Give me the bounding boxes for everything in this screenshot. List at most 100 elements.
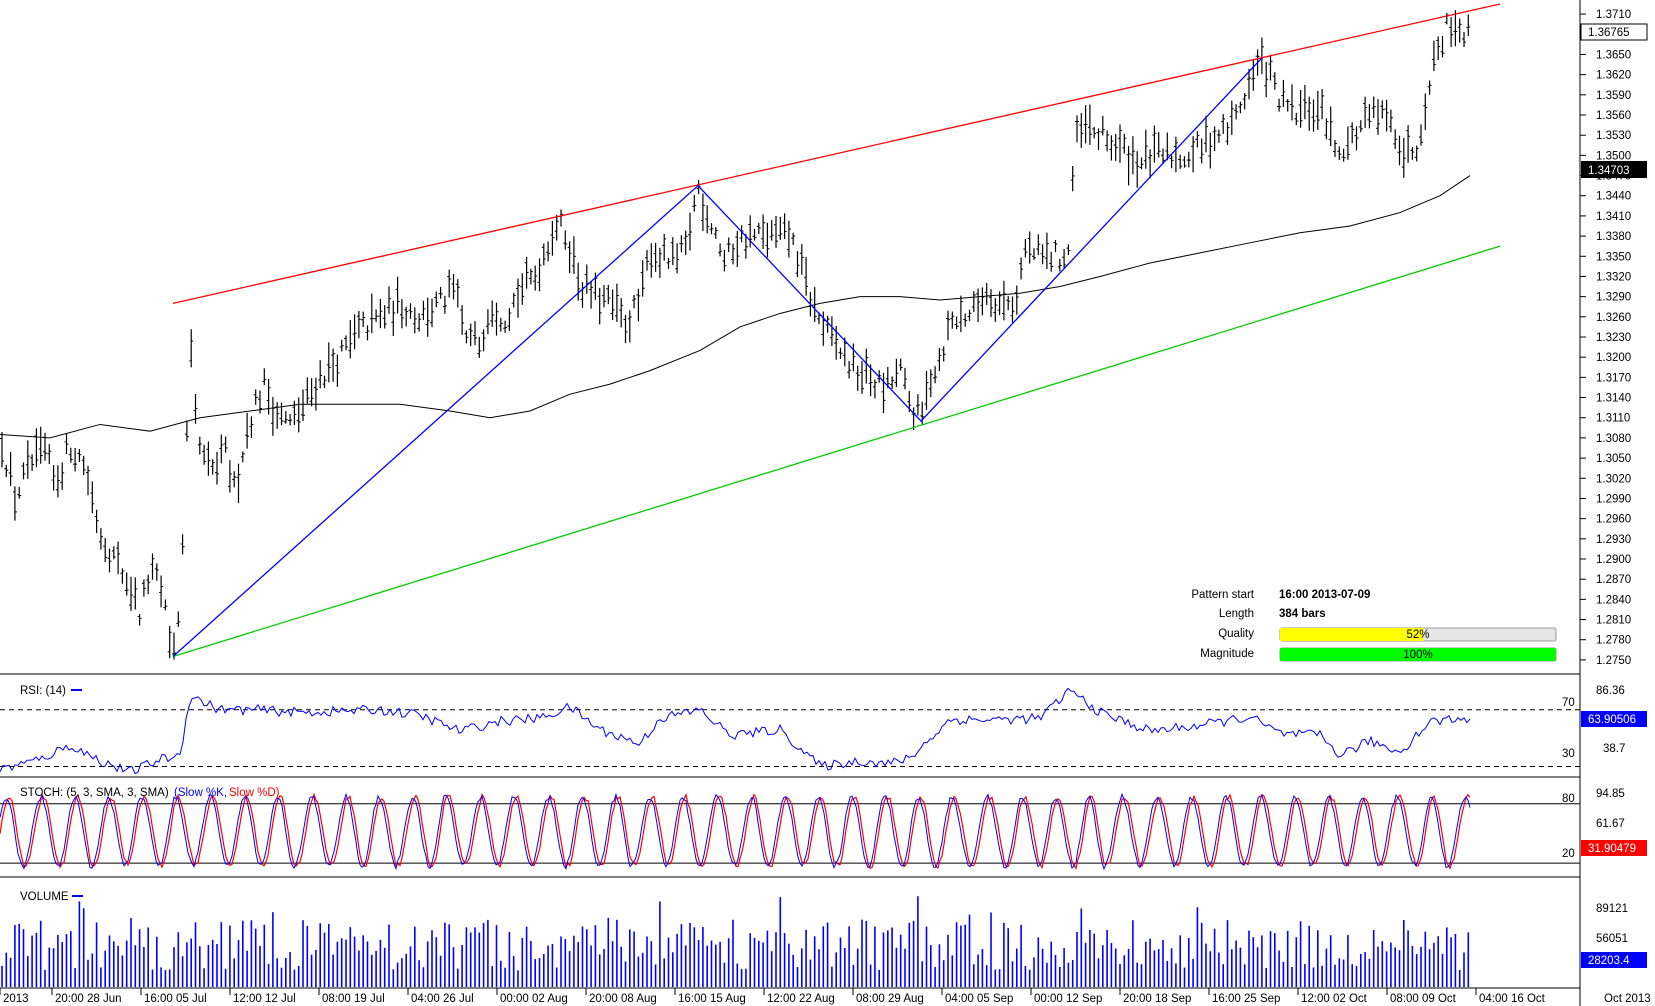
price-tick-label: 1.3710	[1596, 9, 1631, 21]
time-tick-label: 16:00 05 Jul	[144, 993, 207, 1005]
magnitude-bar-fill	[1280, 648, 1556, 661]
price-tick-label: 1.2930	[1596, 534, 1631, 546]
stoch-d-line	[0, 792, 1471, 870]
price-tick-label: 1.3020	[1596, 473, 1631, 485]
quality-label: Quality	[1218, 628, 1254, 640]
price-tick-label: 1.3410	[1596, 211, 1631, 223]
price-tick-label: 1.3380	[1596, 231, 1631, 243]
volume-tick-mid: 56051	[1596, 933, 1628, 945]
volume-plot	[1, 896, 1470, 987]
pattern-start-value: 16:00 2013-07-09	[1279, 589, 1370, 601]
stoch-tick-high: 94.85	[1596, 788, 1625, 800]
price-tick-label: 1.3590	[1596, 90, 1631, 102]
time-tick-label: 20:00 08 Aug	[589, 993, 657, 1005]
price-tick-label: 1.2840	[1596, 594, 1631, 606]
time-tick-label: 16:00 15 Aug	[678, 993, 746, 1005]
price-tick-label: 1.3260	[1596, 312, 1631, 324]
volume-value-text: 28203.4	[1588, 955, 1630, 967]
stoch-d-legend: Slow %D)	[229, 787, 280, 799]
time-tick-label: 00:00 02 Aug	[500, 993, 568, 1005]
price-tick-label: 1.2780	[1596, 635, 1631, 647]
rsi-plot	[0, 687, 1580, 775]
current-price-text: 1.36765	[1588, 27, 1630, 39]
rsi-value-text: 63.90506	[1588, 714, 1636, 726]
price-tick-label: 1.3290	[1596, 292, 1631, 304]
stoch-tick-mid: 61.67	[1596, 818, 1625, 830]
time-tick-label: 04:00 26 Jul	[411, 993, 474, 1005]
price-tick-label: 1.2960	[1596, 514, 1631, 526]
volume-value-badge: 28203.4	[1581, 952, 1647, 968]
stoch-value-text: 31.90479	[1588, 843, 1636, 855]
time-tick-label: 20:00 28 Jun	[55, 993, 122, 1005]
stoch-k-legend: (Slow %K,	[174, 787, 227, 799]
price-tick-label: 1.3350	[1596, 251, 1631, 263]
magnitude-label: Magnitude	[1200, 648, 1254, 660]
length-value: 384 bars	[1279, 608, 1326, 620]
resistance-trendline	[172, 3, 1501, 304]
quality-bar-fill	[1280, 628, 1424, 641]
price-tick-label: 1.3320	[1596, 271, 1631, 283]
length-label: Length	[1219, 608, 1254, 620]
price-tick-label: 1.3560	[1596, 110, 1631, 122]
volume-title: VOLUME	[20, 891, 69, 903]
rsi-level-30: 30	[1562, 748, 1575, 760]
stoch-title: STOCH: (5, 3, SMA, 3, SMA)	[20, 787, 169, 799]
price-tick-label: 1.2990	[1596, 493, 1631, 505]
rsi-title: RSI: (14)	[20, 685, 66, 697]
time-tick-label: 08:00 19 Jul	[322, 993, 385, 1005]
volume-tick-high: 89121	[1596, 903, 1628, 915]
rsi-level-70: 70	[1562, 697, 1575, 709]
rsi-line	[0, 687, 1471, 775]
time-tick-label: 08:00 29 Aug	[856, 993, 924, 1005]
price-tick-label: 1.2810	[1596, 615, 1631, 627]
price-tick-label: 1.3200	[1596, 352, 1631, 364]
price-axis: 1.37101.36801.36501.36201.35901.35601.35…	[1580, 9, 1631, 667]
time-tick-label: 04:00 16 Oct	[1479, 993, 1546, 1005]
stoch-level-20: 20	[1562, 848, 1575, 860]
price-tick-label: 1.3140	[1596, 393, 1631, 405]
time-tick-label: 16:00 25 Sep	[1212, 993, 1280, 1005]
time-tick-label: 08:00 09 Oct	[1390, 993, 1457, 1005]
price-tick-label: 1.3050	[1596, 453, 1631, 465]
rsi-tick-low: 38.7	[1603, 743, 1625, 755]
time-tick-label: 12:00 12 Jul	[233, 993, 296, 1005]
pattern-start-label: Pattern start	[1191, 589, 1254, 601]
rsi-value-badge: 63.90506	[1581, 711, 1647, 727]
stoch-value-badge: 31.90479	[1581, 840, 1647, 856]
quality-percent: 52%	[1406, 629, 1429, 641]
current-price-badge: 1.36765	[1580, 23, 1648, 41]
price-tick-label: 1.3650	[1596, 49, 1631, 61]
time-tick-label: 20:00 18 Sep	[1123, 993, 1191, 1005]
pattern-zigzag-line	[172, 57, 1263, 658]
price-tick-label: 1.3170	[1596, 372, 1631, 384]
time-tick-label: 04:00 05 Sep	[945, 993, 1013, 1005]
rsi-tick-high: 86.36	[1596, 685, 1625, 697]
stochastic-plot	[0, 792, 1580, 871]
price-tick-label: 1.3440	[1596, 191, 1631, 203]
price-tick-label: 1.3230	[1596, 332, 1631, 344]
moving-average-text: 1.34703	[1588, 165, 1630, 177]
support-trendline	[172, 245, 1501, 658]
stoch-k-line	[0, 792, 1471, 871]
price-tick-label: 1.3620	[1596, 70, 1631, 82]
price-tick-label: 1.2750	[1596, 655, 1631, 667]
moving-average-badge: 1.34703	[1581, 161, 1647, 178]
time-axis-right-label: Oct 2013	[1604, 993, 1651, 1005]
magnitude-percent: 100%	[1403, 649, 1432, 661]
time-axis: 2013 20:00 28 Jun 16:00 05 Jul 12:00 12 Jul…	[0, 988, 1546, 1005]
price-tick-label: 1.3500	[1596, 150, 1631, 162]
price-tick-label: 1.3080	[1596, 433, 1631, 445]
price-tick-label: 1.3530	[1596, 130, 1631, 142]
main-price-plot	[0, 3, 1501, 660]
stoch-level-80: 80	[1562, 793, 1575, 805]
time-tick-label: 2013	[3, 993, 29, 1005]
time-tick-label: 12:00 02 Oct	[1301, 993, 1368, 1005]
price-tick-label: 1.2900	[1596, 554, 1631, 566]
price-tick-label: 1.3110	[1596, 413, 1630, 425]
moving-average-line	[0, 175, 1471, 439]
price-tick-label: 1.2870	[1596, 574, 1631, 586]
pattern-info-box: Pattern start 16:00 2013-07-09 Length 38…	[1191, 589, 1557, 662]
time-tick-label: 12:00 22 Aug	[767, 993, 835, 1005]
time-tick-label: 00:00 12 Sep	[1034, 993, 1102, 1005]
